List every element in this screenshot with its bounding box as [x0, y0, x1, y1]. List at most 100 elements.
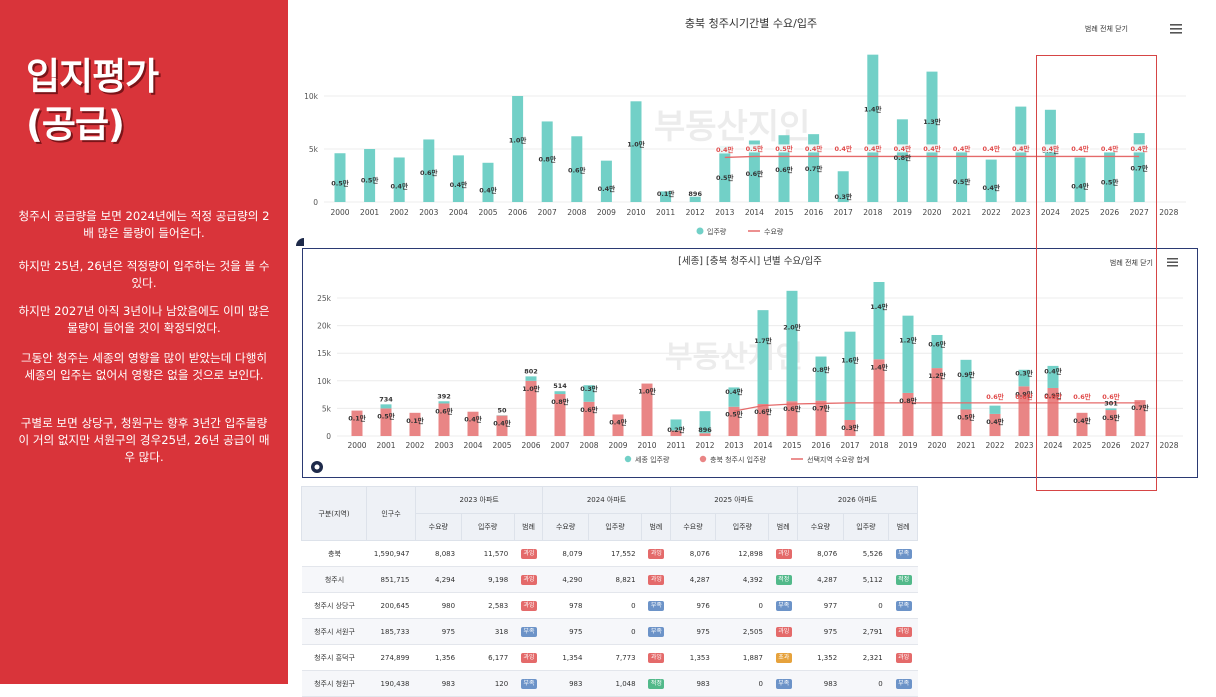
cell-legend: 과잉 [889, 619, 918, 645]
status-badge: 부족 [896, 549, 912, 559]
chart2-bar-sejong [816, 357, 827, 401]
chart2-ytick: 25k [317, 294, 332, 303]
chart2-legend-swatch[interactable] [625, 456, 631, 462]
cell-supply: 2,321 [843, 645, 889, 671]
chart1-data-label: 0.5만 [1101, 178, 1119, 187]
chart2-xtick: 2011 [666, 441, 685, 450]
chart2-xtick: 2008 [579, 441, 598, 450]
cell-legend: 과잉 [769, 541, 798, 567]
chart1-legend-toggle[interactable]: 범례 전체 닫기 [1085, 24, 1128, 33]
chart2-legend-label[interactable]: 선택지역 수요량 합계 [807, 455, 869, 464]
chart2-data-label-sejong: 0.6만 [928, 340, 946, 349]
chart1-legend-swatch[interactable] [697, 228, 704, 235]
chart2-menu-icon[interactable] [1167, 258, 1178, 267]
cell-population: 851,715 [367, 567, 416, 593]
th-sub-0: 수요량 [416, 514, 462, 541]
chart2-legend-swatch[interactable] [700, 456, 706, 462]
chart2-data-label-sejong: 1.4만 [870, 302, 888, 311]
chart1-xtick: 2001 [360, 208, 379, 217]
chart1-data-label: 0.5만 [716, 173, 734, 182]
left-panel: 입지평가 (공급) 청주시 공급량을 보면 2024년에는 적정 공급량의 2배… [0, 0, 288, 684]
chart1-ytick: 5k [309, 145, 319, 154]
chart1-xtick: 2015 [774, 208, 793, 217]
chart2-bar-sejong [990, 406, 1001, 414]
chart2-xtick: 2022 [985, 441, 1004, 450]
cell-demand: 975 [798, 619, 844, 645]
collapse-icon[interactable] [296, 238, 304, 246]
cell-legend: 과잉 [514, 567, 543, 593]
cell-demand: 975 [670, 619, 716, 645]
chart1-xtick: 2026 [1100, 208, 1119, 217]
chart2-data-label-cheongju: 0.5만 [725, 410, 743, 419]
chart2-data-label-sejong: 0.4만 [725, 387, 743, 396]
cell-region: 청주시 흥덕구 [302, 645, 367, 671]
chart1-xtick: 2008 [567, 208, 586, 217]
chart-sejong-cheongju-supply-demand: [세종] [충북 청주시] 년별 수요/입주 범례 전체 닫기 부동산지인 0.… [303, 249, 1197, 477]
chart2-data-label-sejong: 514 [553, 382, 567, 390]
chart1-xtick: 2000 [330, 208, 349, 217]
cell-population: 185,733 [367, 619, 416, 645]
chart2-legend-toggle[interactable]: 범례 전체 닫기 [1110, 258, 1153, 267]
chart2-legend-label[interactable]: 충북 청주시 입주량 [710, 455, 767, 464]
chart2-bar-sejong [787, 291, 798, 401]
chart2-xtick: 2006 [521, 441, 540, 450]
status-badge: 과잉 [521, 601, 537, 611]
status-badge: 과잉 [648, 575, 664, 585]
cell-supply: 8,821 [588, 567, 641, 593]
chart1-legend-label[interactable]: 입주량 [707, 228, 727, 236]
cell-supply: 318 [461, 619, 514, 645]
chart2-data-label-sejong: 0.3만 [1015, 369, 1033, 378]
chart1-xtick: 2010 [626, 208, 645, 217]
cell-supply: 9,198 [461, 567, 514, 593]
chart1-bar [927, 72, 938, 202]
chart2-watermark: 부동산지인 [665, 340, 803, 375]
chart1-data-label: 0.1만 [657, 189, 675, 198]
status-badge: 과잉 [776, 627, 792, 637]
cell-demand: 1,352 [798, 645, 844, 671]
chart2-data-label-cheongju: 0.1만 [406, 416, 424, 425]
chart1-bar [1015, 107, 1026, 202]
chart1-xtick: 2006 [508, 208, 527, 217]
chart1-demand-label: 0.4만 [1101, 144, 1119, 153]
chart1-legend-label[interactable]: 수요량 [764, 228, 784, 236]
status-badge: 초과 [776, 653, 792, 663]
cell-demand: 8,076 [670, 541, 716, 567]
chart1-xtick: 2004 [449, 208, 468, 217]
chart2-xtick: 2020 [927, 441, 946, 450]
chart1-bar [512, 96, 523, 202]
chart1-xtick: 2016 [804, 208, 823, 217]
th-sub-1: 입주량 [843, 514, 889, 541]
chart2-ytick: 15k [317, 349, 332, 358]
status-badge: 부족 [896, 601, 912, 611]
paragraph-3: 하지만 2027년 아직 3년이나 남았음에도 이미 많은 물량이 들어올 것이… [16, 303, 272, 337]
cell-demand: 1,354 [543, 645, 589, 671]
th-sub-1: 입주량 [461, 514, 514, 541]
chart1-menu-icon[interactable] [1170, 24, 1182, 34]
chart1-bar [453, 155, 464, 202]
th-sub-1: 입주량 [716, 514, 769, 541]
chart2-data-label-cheongju: 0.2만 [667, 425, 685, 434]
paragraph-1: 청주시 공급량을 보면 2024년에는 적정 공급량의 2배 많은 물량이 들어… [16, 208, 272, 242]
chart2-xtick: 2026 [1101, 441, 1120, 450]
cell-legend: 과잉 [514, 541, 543, 567]
chart2-nav-icon[interactable] [311, 461, 323, 473]
chart2-data-label-cheongju: 0.4만 [609, 417, 627, 426]
chart1-demand-label: 0.4만 [982, 144, 1000, 153]
chart1-data-label: 0.4만 [479, 186, 497, 195]
cell-supply: 11,570 [461, 541, 514, 567]
chart2-data-label-cheongju: 1.0만 [522, 384, 540, 393]
chart2-legend-label[interactable]: 세종 입주량 [635, 455, 670, 464]
chart2-data-label-sejong: 392 [437, 392, 451, 400]
chart2-data-label-cheongju: 0.8만 [551, 397, 569, 406]
chart1-demand-label: 0.4만 [1071, 144, 1089, 153]
paragraph-2: 하지만 25년, 26년은 적정량이 입주하는 것을 볼 수 있다. [16, 258, 272, 292]
chart2-data-label-cheongju: 1.2만 [928, 371, 946, 380]
chart2-xtick: 2010 [637, 441, 656, 450]
supply-demand-table: 구분(지역) 인구수 2023 아파트 2024 아파트 2025 아파트 20… [301, 486, 918, 697]
chart1-demand-label: 0.4만 [864, 144, 882, 153]
chart2-bar-sejong [874, 282, 885, 359]
chart2-data-label-cheongju: 0.6만 [435, 406, 453, 415]
chart2-data-label-cheongju: 0.5만 [1102, 413, 1120, 422]
